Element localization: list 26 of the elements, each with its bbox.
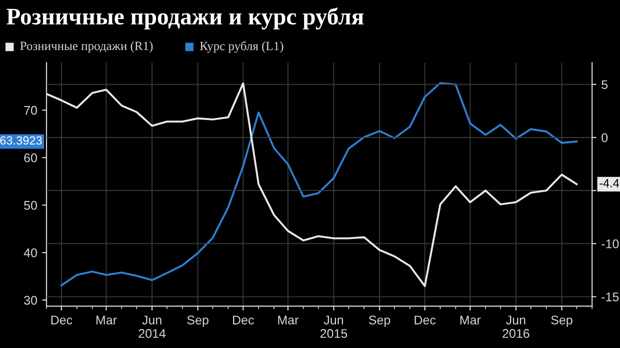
- x-tick-label: Dec: [233, 316, 254, 324]
- x-tick-label: Sep: [187, 316, 208, 327]
- x-tick-label: Jun 2016: [502, 316, 530, 338]
- y-tick-label: 30: [24, 296, 37, 305]
- x-tick-label: Jun 2015: [320, 316, 348, 338]
- y2-tick-label: -15: [602, 292, 619, 302]
- x-tick-label: Dec: [414, 316, 436, 324]
- chart-title: Розничные продажи и курс рубля: [6, 7, 364, 30]
- text: -4.4: [600, 179, 620, 188]
- x-tick-label: Mar: [460, 316, 481, 324]
- legend-label: Розничные продажи (R1): [20, 41, 153, 53]
- x-tick-label: Jun 2014: [138, 316, 166, 338]
- y2-tick-label: -10: [602, 239, 619, 248]
- x-tick-label: Sep: [368, 316, 390, 327]
- y-tick-label: 50: [24, 200, 37, 210]
- legend-label: Курс рубля (L1): [200, 41, 284, 53]
- y-tick-label: 60: [24, 153, 37, 162]
- y2-tick-label: 5: [602, 80, 608, 90]
- y2-tick-label: 0: [602, 133, 608, 142]
- x-tick-label: Mar: [278, 316, 298, 324]
- text: 63.3923: [0, 136, 42, 145]
- y-tick-label: 70: [24, 106, 37, 115]
- x-tick-label: Dec: [51, 316, 72, 324]
- x-tick-label: Sep: [551, 316, 572, 327]
- y-tick-label: 40: [24, 248, 37, 258]
- x-tick-label: Mar: [96, 316, 117, 324]
